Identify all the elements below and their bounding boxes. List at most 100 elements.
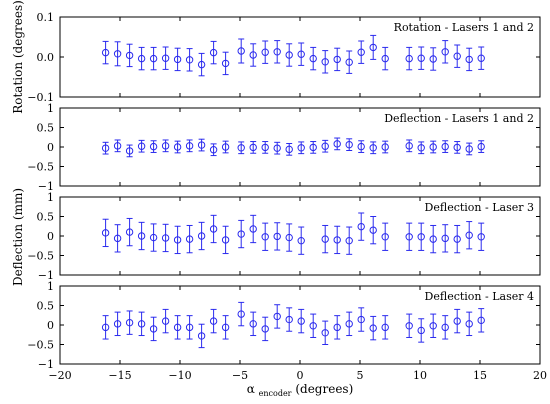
data-point: [297, 42, 305, 66]
x-tick-label: −10: [168, 369, 191, 382]
data-point: [125, 144, 134, 158]
data-marker: [333, 140, 341, 148]
data-marker: [197, 141, 206, 149]
x-tick-label: 0: [297, 369, 304, 382]
data-marker: [149, 325, 158, 333]
data-point: [113, 311, 122, 337]
data-point: [285, 43, 293, 67]
panel-title: Deflection - Laser 3: [425, 201, 534, 214]
data-point: [161, 139, 170, 153]
y-axis-label-rotation: Rotation (degrees): [11, 0, 25, 114]
data-marker: [405, 142, 413, 150]
data-marker: [345, 320, 353, 328]
x-axis-label-sub: encoder: [259, 389, 292, 398]
data-marker: [477, 233, 485, 241]
data-point: [477, 46, 485, 70]
data-point: [345, 50, 353, 74]
x-axis-label-main: α: [247, 382, 255, 396]
data-marker: [249, 51, 257, 59]
data-point: [369, 216, 377, 245]
data-point: [273, 304, 281, 329]
data-point: [405, 139, 413, 153]
data-point: [381, 140, 389, 154]
data-point: [197, 221, 206, 251]
data-point: [209, 143, 218, 157]
panels: −0.1 0.0 0.1 Rotation - Lasers 1 and 2 −1 −0.…: [27, 11, 547, 382]
data-point: [249, 214, 257, 244]
panel-4: −1 −0.5 0 0.5 1 −20 −15 −10 −5 0 5 10 15 20 Deflection…: [27, 280, 547, 382]
data-point: [453, 224, 461, 254]
data-point: [333, 225, 341, 255]
data-marker: [405, 54, 413, 63]
data-point: [465, 142, 473, 156]
data-point: [185, 315, 194, 340]
data-point: [173, 140, 182, 154]
data-marker: [285, 145, 293, 154]
data-marker: [149, 142, 158, 151]
data-marker: [149, 233, 158, 242]
y-tick-label: 0: [47, 230, 54, 243]
data-marker: [465, 320, 473, 328]
data-point: [125, 310, 134, 335]
data-marker: [417, 233, 425, 241]
data-marker: [357, 48, 365, 56]
data-point: [137, 139, 146, 153]
data-marker: [185, 142, 194, 150]
x-tick-label: −20: [48, 369, 71, 382]
data-point: [429, 140, 437, 154]
data-point: [209, 40, 218, 65]
data-marker: [297, 144, 305, 152]
data-point: [113, 224, 122, 253]
data-marker: [333, 55, 341, 64]
data-marker: [369, 226, 377, 234]
data-marker: [221, 323, 230, 332]
data-marker: [357, 142, 365, 151]
panel-2: −1 −0.5 0 0.5 1 Deflection - Lasers 1 and 2: [27, 102, 541, 193]
data-marker: [381, 143, 389, 151]
data-marker: [173, 143, 182, 151]
data-marker: [125, 51, 134, 60]
data-point: [357, 40, 365, 64]
data-point: [113, 139, 122, 153]
data-point: [441, 140, 449, 153]
data-point: [237, 219, 245, 249]
data-point: [345, 138, 353, 152]
data-marker: [441, 142, 449, 151]
y-tick-label: 0.5: [37, 211, 55, 224]
data-marker: [221, 143, 230, 151]
data-point: [161, 223, 170, 253]
data-marker: [273, 144, 281, 152]
data-point: [125, 43, 134, 68]
data-marker: [477, 54, 485, 62]
data-marker: [297, 236, 305, 245]
data-marker: [261, 233, 269, 241]
data-point: [249, 141, 257, 154]
data-point: [261, 141, 269, 154]
data-point: [369, 141, 377, 155]
data-point: [297, 141, 305, 155]
data-marker: [249, 320, 257, 328]
data-marker: [429, 143, 437, 151]
data-marker: [453, 317, 461, 325]
data-marker: [453, 235, 461, 243]
data-point: [113, 41, 122, 67]
data-point: [441, 315, 449, 340]
data-marker: [113, 142, 122, 150]
data-marker: [149, 54, 158, 63]
data-marker: [273, 312, 281, 321]
data-point: [101, 218, 110, 248]
data-marker: [221, 236, 230, 244]
data-point: [453, 44, 461, 68]
data-marker: [261, 48, 269, 56]
data-marker: [197, 332, 206, 340]
data-marker: [405, 233, 413, 241]
data-point: [297, 226, 305, 255]
data-marker: [441, 234, 449, 243]
data-marker: [161, 234, 170, 242]
data-marker: [209, 48, 218, 57]
data-marker: [453, 143, 461, 152]
data-marker: [453, 52, 461, 60]
data-point: [417, 318, 425, 343]
data-marker: [321, 329, 329, 337]
data-marker: [137, 54, 146, 63]
